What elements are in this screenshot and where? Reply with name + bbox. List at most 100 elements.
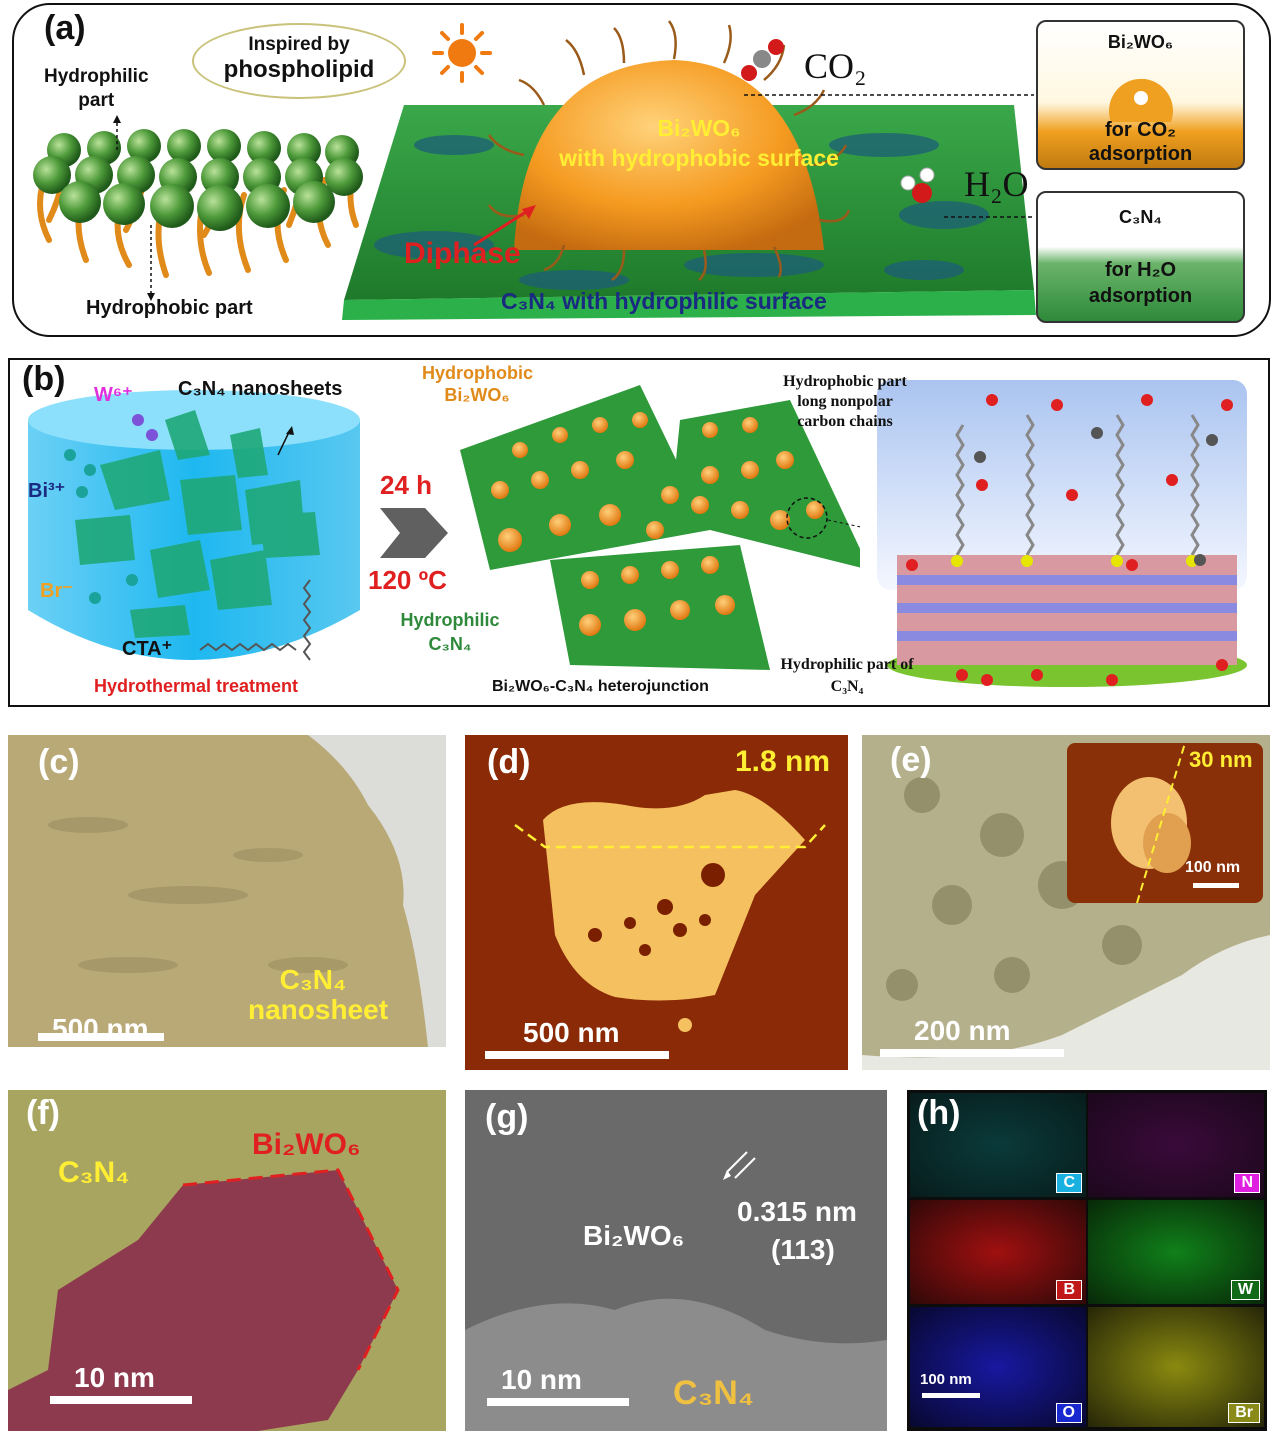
co2-adsorption-box: Bi₂WO₆ for CO₂ adsorption [1036, 20, 1245, 170]
hydrophilic-part-line-1: Hydrophilic part of [780, 656, 914, 673]
scale-bar-label: 500 nm [523, 1017, 620, 1048]
panel-g-hrtem-image: (g) Bi₂WO₆ 0.315 nm (113) C₃N₄ 10 nm [465, 1090, 887, 1431]
hydrophilic-c3n4-line-1: Hydrophilic [400, 610, 500, 630]
lattice-spacing-label: 0.315 nm [737, 1196, 857, 1227]
hydrophilic-part-line-2: C₃N₄ [830, 678, 864, 695]
panel-c-tem-image: (c) C₃N₄ nanosheet 500 nm [8, 735, 446, 1047]
lattice-fringe-overlay [465, 1151, 887, 1431]
hydrophilic-c3n4-label: Hydrophilic C₃N₄ [390, 608, 510, 656]
reactor-beaker-illustration [28, 390, 360, 661]
c3n4-surface-label: C₃N₄ with hydrophilic surface [501, 288, 827, 314]
w6-ion-label: W⁶⁺ [94, 384, 133, 406]
bi2wo6-label: Bi₂WO₆ [252, 1128, 361, 1161]
map-tile-b: B [910, 1200, 1086, 1304]
element-tag-br: Br [1228, 1403, 1260, 1423]
panel-label: (c) [38, 743, 80, 781]
scale-bar-label: 100 nm [920, 1371, 972, 1388]
scale-bar [880, 1049, 1064, 1057]
chains-line-1: Hydrophobic part [783, 373, 907, 390]
inset-scale-bar [1193, 883, 1239, 888]
inset-scale-label: 100 nm [1185, 859, 1241, 876]
bi2wo6-subtitle: with hydrophobic surface [559, 145, 839, 171]
h2o-label: H₂O [964, 164, 1029, 204]
panel-d-afm-image: (d) 1.8 nm 500 nm [465, 735, 848, 1070]
chains-line-2: long nonpolar [797, 393, 893, 410]
hydrothermal-label: Hydrothermal treatment [94, 676, 299, 696]
element-tag-n: N [1234, 1173, 1260, 1193]
scale-bar [487, 1398, 629, 1406]
panel-f-hrtem-image: (f) C₃N₄ Bi₂WO₆ 10 nm [8, 1090, 446, 1431]
box-top-caption-2: adsorption [1088, 143, 1193, 165]
temperature-label: 120 ºC [368, 565, 447, 595]
hydrophobic-bi2wo6-label: Hydrophobic Bi₂WO₆ [422, 362, 533, 406]
scale-bar [38, 1033, 164, 1041]
inset-height-label: 30 nm [1189, 747, 1253, 772]
hydrophilic-line-1: Hydrophilic [44, 66, 149, 87]
molecular-interface-illustration [877, 380, 1247, 687]
box-bottom-caption: for H₂O adsorption [1038, 257, 1243, 309]
afm-nanosheet [514, 790, 826, 1032]
panel-a: (a) Inspired by phospholipid Hydrophilic… [12, 3, 1271, 337]
panel-label: (e) [890, 741, 932, 779]
panel-label: (g) [485, 1098, 529, 1136]
cta-ion-label: CTA⁺ [122, 638, 173, 660]
process-arrow-icon [380, 508, 448, 558]
c3n4-nanosheets-label: C₃N₄ nanosheets [178, 378, 343, 400]
caption-line-1: C₃N₄ [279, 964, 347, 995]
bubble-line-1: Inspired by [248, 34, 350, 55]
co2-label: CO₂ [804, 46, 867, 86]
box-bottom-caption-1: for H₂O [1104, 259, 1177, 281]
panel-label: (h) [917, 1094, 961, 1132]
bi3-ion-label: Bi³⁺ [28, 480, 66, 502]
map-tile-o: O 100 nm [910, 1307, 1086, 1427]
box-bottom-title: C₃N₄ [1119, 207, 1162, 227]
heterojunction-label: Bi₂WO₆-C₃N₄ heterojunction [492, 678, 709, 695]
element-tag-c: C [1056, 1173, 1082, 1193]
box-top-caption: for CO₂ adsorption [1038, 118, 1243, 166]
sun-icon [432, 23, 492, 83]
afm-inset: 30 nm 100 nm [1067, 743, 1263, 903]
c3n4-label: C₃N₄ [673, 1374, 755, 1412]
time-label: 24 h [380, 470, 433, 500]
bubble-line-2: phospholipid [223, 56, 375, 83]
panel-b: (b) W⁶⁺ C₃N₄ nanosheets Bi³⁺ Br⁻ CTA⁺ Hy… [8, 358, 1270, 707]
scale-bar [485, 1051, 669, 1059]
hydrophilic-part-label: Hydrophilic part of C₃N₄ [752, 654, 942, 698]
hydrophobic-chains-label: Hydrophobic part long nonpolar carbon ch… [755, 372, 935, 432]
bi2wo6-surface-label: Bi₂WO₆ with hydrophobic surface [514, 113, 884, 173]
c3n4-label: C₃N₄ [58, 1156, 130, 1189]
scale-bar [922, 1393, 980, 1398]
afm-inset-particle [1111, 743, 1191, 903]
heterojunction-illustration [342, 20, 1036, 320]
h2o-adsorption-box: C₃N₄ for H₂O adsorption [1036, 191, 1245, 323]
chains-line-3: carbon chains [797, 413, 893, 430]
panel-h-eds-maps: C N B W O 100 nm Br (h) [907, 1090, 1267, 1431]
panel-label: (f) [26, 1094, 60, 1132]
c3n4-nanosheet-shape [8, 735, 428, 1047]
hydrophilic-label: Hydrophilic part [44, 65, 149, 113]
map-tile-n: N [1088, 1093, 1264, 1197]
height-label: 1.8 nm [735, 745, 831, 778]
map-tile-c: C [910, 1093, 1086, 1197]
scale-bar [50, 1396, 192, 1404]
panel-label: (a) [44, 9, 86, 47]
caption-line-2: nanosheet [248, 994, 389, 1025]
panel-label: (b) [22, 360, 66, 398]
scale-bar-label: 10 nm [501, 1364, 582, 1395]
box-top-title: Bi₂WO₆ [1107, 32, 1174, 52]
diphase-label: Diphase [404, 237, 521, 270]
lattice-plane-label: (113) [771, 1234, 835, 1265]
scale-bar-label: 10 nm [74, 1362, 155, 1393]
box-bottom-caption-2: adsorption [1088, 285, 1193, 307]
water-droplet-icon [1109, 78, 1173, 122]
map-tile-w: W [1088, 1200, 1264, 1304]
bi2wo6-title: Bi₂WO₆ [657, 115, 741, 141]
hydrophilic-c3n4-line-2: C₃N₄ [428, 634, 472, 654]
speech-bubble: Inspired by phospholipid [192, 23, 406, 99]
phospholipid-layer-illustration [33, 129, 363, 278]
box-top-caption-1: for CO₂ [1104, 119, 1177, 141]
panel-label: (d) [487, 743, 531, 781]
element-tag-o: O [1055, 1403, 1082, 1423]
bi2wo6-label: Bi₂WO₆ [583, 1220, 685, 1251]
dashed-arrows [113, 115, 155, 301]
